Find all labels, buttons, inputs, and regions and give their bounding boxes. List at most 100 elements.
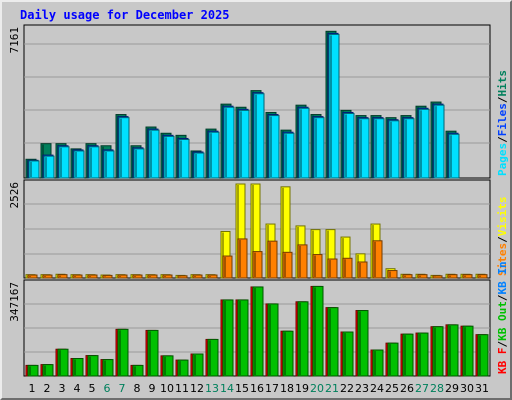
bar-kb-out-22 [342,331,354,377]
bar-sites-18 [282,251,293,279]
bar-sites-1 [27,274,38,279]
bar-pages-15 [238,109,250,179]
bar-kb-out-11-shade [179,361,181,375]
bar-kb-out-24 [372,349,384,377]
bar-sites-8 [132,274,143,279]
legend-entry: KB Out [496,301,509,341]
bar-kb-out-27 [417,332,429,377]
day-label-19: 19 [295,382,309,395]
bar-pages-18-shade [285,134,287,177]
bar-pages-27 [418,108,430,179]
bar-sites-31 [477,274,488,279]
day-label-11: 11 [175,382,189,395]
day-label-13: 13 [205,382,219,395]
bar-kb-out-28 [432,326,444,377]
day-label-3: 3 [59,382,66,395]
bar-kb-out-23-shade [359,311,361,375]
bar-sites-13-shade [209,276,211,277]
bar-pages-28 [433,104,445,179]
bar-kb-out-25-shade [389,344,391,375]
bar-kb-out-11 [177,359,189,377]
bar-kb-out-6-shade [104,360,106,375]
day-label-30: 30 [460,382,474,395]
day-label-12: 12 [190,382,204,395]
bar-sites-30 [462,274,473,279]
bar-pages-20 [313,117,325,179]
bar-sites-6-shade [104,276,106,277]
bar-kb-out-5-shade [89,356,91,375]
bar-sites-1-shade [29,276,31,277]
bar-pages-13 [208,131,220,179]
bar-sites-21 [327,258,338,279]
bar-sites-8-shade [134,276,136,277]
bar-pages-22-shade [345,114,347,177]
day-label-27: 27 [415,382,429,395]
bar-kb-out-14 [222,299,234,377]
bar-sites-13 [207,274,218,279]
bar-pages-25-shade [390,121,392,177]
bar-pages-15-shade [240,111,242,177]
bar-visits-16-shade [252,185,254,277]
bar-pages-5-shade [90,147,92,177]
bar-sites-26-shade [404,275,406,277]
bar-sites-5-shade [89,276,91,277]
bar-pages-10 [163,135,175,179]
bar-kb-out-21 [327,307,339,377]
legend-entry: / [496,294,509,301]
bar-pages-14 [223,106,235,179]
bar-sites-18-shade [284,253,286,277]
max-label-hits-files-pages: 7161 [8,27,21,54]
bar-sites-29 [447,274,458,279]
day-label-17: 17 [265,382,279,395]
bar-pages-9 [148,129,160,179]
day-label-8: 8 [134,382,141,395]
bar-kb-out-18-shade [284,332,286,375]
bar-pages-19-shade [300,109,302,177]
day-label-6: 6 [104,382,111,395]
bar-kb-out-19 [297,301,309,377]
bar-kb-out-20 [312,285,324,377]
bar-kb-out-29 [447,324,459,377]
bar-sites-10-shade [164,276,166,277]
bar-pages-16 [253,93,265,179]
bar-pages-6-shade [105,151,107,177]
bar-sites-19-shade [299,245,301,277]
bar-visits-14-shade [222,232,224,277]
day-label-31: 31 [475,382,489,395]
bar-kb-out-3 [57,348,69,377]
bar-sites-23 [357,261,368,279]
bar-pages-9-shade [150,131,152,177]
bar-kb-out-15 [237,299,249,377]
day-label-16: 16 [250,382,264,395]
bar-pages-1-shade [30,161,32,177]
bar-pages-11 [178,139,190,179]
bar-pages-21-shade [330,35,332,178]
bar-pages-4-shade [75,151,77,177]
bar-pages-10-shade [165,137,167,177]
bar-sites-12 [192,274,203,279]
day-label-18: 18 [280,382,294,395]
bar-pages-24 [373,118,385,179]
bar-kb-out-28-shade [434,327,436,375]
bar-kb-out-24-shade [374,351,376,375]
legend-entry: Pages [496,143,509,176]
bar-pages-26 [403,118,415,179]
bar-pages-28-shade [435,106,437,177]
bar-pages-12-shade [195,154,197,177]
bar-pages-13-shade [210,133,212,177]
bar-sites-2-shade [44,276,46,277]
bar-sites-20 [312,254,323,279]
day-label-7: 7 [119,382,126,395]
bar-sites-15-shade [239,239,241,277]
bar-kb-out-18 [282,330,294,377]
bar-kb-out-7 [117,328,129,377]
day-label-4: 4 [74,382,81,395]
bar-kb-out-16-shade [254,287,256,375]
bar-pages-4 [73,150,85,179]
bar-visits-22-shade [342,238,344,277]
bar-kb-out-21-shade [329,308,331,375]
bar-kb-out-17-shade [269,304,271,375]
bar-pages-16-shade [255,94,257,177]
bar-kb-out-16 [252,286,264,377]
day-label-24: 24 [370,382,384,395]
